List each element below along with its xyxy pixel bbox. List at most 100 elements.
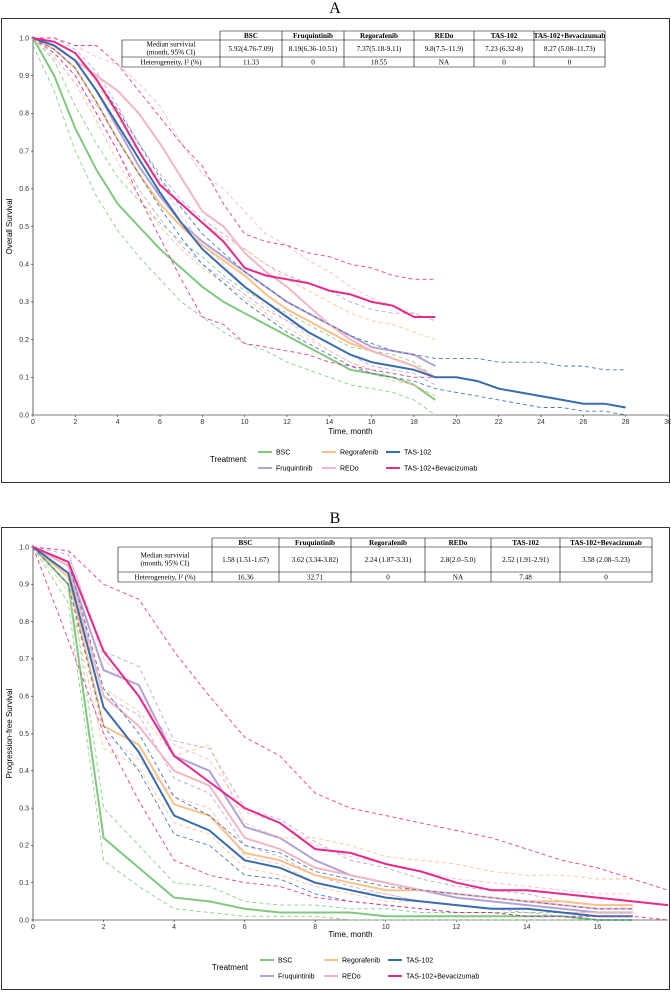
survival-line-bsc bbox=[32, 37, 436, 401]
x-tick-label: 0 bbox=[31, 419, 35, 426]
table-cell: 0 bbox=[502, 59, 506, 67]
y-tick-label: 0.1 bbox=[19, 375, 29, 382]
table-header-regorafenib: Regorafenib bbox=[369, 539, 407, 547]
summary-table: BSC Fruquintinib Regorafenib REDo TAS-102 TAS… bbox=[121, 30, 606, 68]
table-cell: 8.27 (5.08–11.73) bbox=[544, 45, 596, 53]
y-tick-label: 0.2 bbox=[19, 337, 29, 344]
table-header-tas-102: TAS-102 bbox=[512, 539, 539, 547]
survival-line-redo bbox=[32, 37, 436, 379]
x-axis-label: Time, month bbox=[328, 930, 372, 939]
series-bsc bbox=[32, 37, 436, 416]
table-header-tas-102-bevacizumab: TAS-102+Bevacizumab bbox=[534, 32, 606, 40]
x-tick-label: 12 bbox=[283, 419, 291, 426]
x-tick-label: 10 bbox=[382, 924, 390, 931]
series-fruquintinib bbox=[32, 37, 436, 386]
ci-lower-line-bsc bbox=[32, 546, 633, 921]
survival-line-tas-102 bbox=[32, 546, 633, 918]
x-tick-label: 12 bbox=[452, 924, 460, 931]
x-tick-label: 14 bbox=[325, 419, 333, 426]
ci-upper-line-bsc bbox=[32, 546, 633, 917]
x-tick-label: 4 bbox=[116, 419, 120, 426]
x-tick-label: 6 bbox=[243, 924, 247, 931]
legend-title: Treatment bbox=[212, 963, 249, 972]
legend-label-tas-102-bevacizumab: TAS-102+Bevacizumab bbox=[406, 974, 479, 981]
table-cell: 7.48 bbox=[519, 574, 532, 582]
y-tick-label: 0.7 bbox=[19, 656, 29, 663]
ci-upper-line-regorafenib bbox=[32, 546, 633, 880]
series-tas-102 bbox=[32, 37, 626, 416]
y-tick-label: 0.8 bbox=[19, 619, 29, 626]
y-tick-label: 0.5 bbox=[19, 224, 29, 231]
survival-line-regorafenib bbox=[32, 37, 436, 379]
table-cell: 3.58 (2.08–5.23) bbox=[582, 556, 631, 564]
legend-label-fruquintinib: Fruquintinib bbox=[278, 974, 315, 981]
ci-lower-line-tas-102-bevacizumab bbox=[32, 37, 436, 378]
ci-upper-line-redo bbox=[33, 37, 436, 322]
table-cell: 0 bbox=[386, 574, 390, 582]
y-axis-label: Progression-free Survival bbox=[5, 688, 14, 778]
panel-a-overall-survival: 0.00.10.20.30.40.50.60.70.80.91.00 2 4 6 8 10… bbox=[5, 30, 671, 473]
legend-label-tas-102: TAS-102 bbox=[406, 958, 433, 965]
panel-b-frame bbox=[1, 527, 670, 990]
y-tick-label: 0.3 bbox=[19, 805, 29, 812]
table-background bbox=[118, 538, 652, 582]
ci-upper-line-tas-102 bbox=[32, 37, 626, 371]
panel-a-letter: A bbox=[329, 0, 341, 17]
ci-lower-line-tas-102 bbox=[32, 37, 626, 416]
table-cell: 1.58 (1.51-1.67) bbox=[222, 556, 269, 564]
table-cell: 16.36 bbox=[237, 574, 254, 582]
y-tick-label: 0.2 bbox=[19, 843, 29, 850]
series-tas-102 bbox=[32, 546, 633, 921]
panel-a-frame bbox=[1, 18, 670, 483]
table-row-label: Heterogeneity, I² (%) bbox=[141, 59, 203, 67]
table-header-fruquintinib: Fruquintinib bbox=[293, 32, 333, 40]
y-tick-label: 0.3 bbox=[19, 299, 29, 306]
ci-lower-line-regorafenib bbox=[32, 37, 436, 397]
y-tick-label: 1.0 bbox=[19, 35, 29, 42]
table-cell: 7.23 (6.32-8) bbox=[485, 45, 523, 53]
table-cell: 2.8(2.0–5.0) bbox=[440, 556, 476, 564]
series-redo bbox=[32, 37, 436, 397]
table-cell: 3.62 (3.34-3.82) bbox=[292, 556, 339, 564]
x-tick-label: 8 bbox=[313, 924, 317, 931]
legend-label-redo: REDo bbox=[342, 974, 361, 981]
x-tick-label: 2 bbox=[102, 924, 106, 931]
table-cell: 7.37(5.18-9.11) bbox=[357, 45, 402, 53]
ci-lower-line-fruquintinib bbox=[32, 546, 633, 917]
table-header-redo: REDo bbox=[449, 539, 468, 547]
x-tick-label: 8 bbox=[200, 419, 204, 426]
x-axis-label: Time, month bbox=[328, 427, 372, 436]
table-header-fruquintinib: Fruquintinib bbox=[295, 539, 335, 547]
legend-label-tas-102-bevacizumab: TAS-102+Bevacizumab bbox=[404, 466, 477, 473]
ci-upper-line-regorafenib bbox=[32, 37, 436, 341]
x-tick-label: 2 bbox=[73, 419, 77, 426]
y-tick-label: 0.1 bbox=[19, 880, 29, 887]
x-tick-label: 4 bbox=[172, 924, 176, 931]
series-regorafenib bbox=[32, 37, 436, 397]
survival-line-tas-102-bevacizumab bbox=[32, 37, 436, 318]
summary-table: BSC Fruquintinib Regorafenib REDo TAS-102 TAS… bbox=[117, 537, 653, 583]
ci-lower-line-fruquintinib bbox=[32, 37, 436, 386]
ci-upper-line-tas-102-bevacizumab bbox=[32, 546, 669, 891]
y-tick-label: 0.6 bbox=[19, 694, 29, 701]
legend-label-redo: REDo bbox=[340, 466, 359, 473]
ci-lower-line-tas-102-bevacizumab bbox=[32, 546, 669, 921]
x-tick-label: 0 bbox=[31, 924, 35, 931]
panel-b-letter: B bbox=[330, 510, 341, 527]
x-tick-label: 30 bbox=[664, 419, 671, 426]
y-tick-label: 0.5 bbox=[19, 731, 29, 738]
table-cell: NA bbox=[439, 59, 450, 67]
x-tick-label: 18 bbox=[410, 419, 418, 426]
y-tick-label: 0.4 bbox=[19, 262, 29, 269]
x-tick-label: 28 bbox=[622, 419, 630, 426]
y-tick-label: 0.4 bbox=[19, 768, 29, 775]
y-tick-label: 0.9 bbox=[19, 73, 29, 80]
table-cell: 2.24 (1.87-3.31) bbox=[365, 556, 412, 564]
table-cell: 0 bbox=[568, 59, 572, 67]
x-tick-label: 26 bbox=[579, 419, 587, 426]
x-tick-label: 20 bbox=[452, 419, 460, 426]
table-header-regorafenib: Regorafenib bbox=[360, 32, 398, 40]
table-header-bsc: BSC bbox=[239, 539, 253, 547]
table-cell: 5.92(4.76-7.09) bbox=[229, 45, 275, 53]
